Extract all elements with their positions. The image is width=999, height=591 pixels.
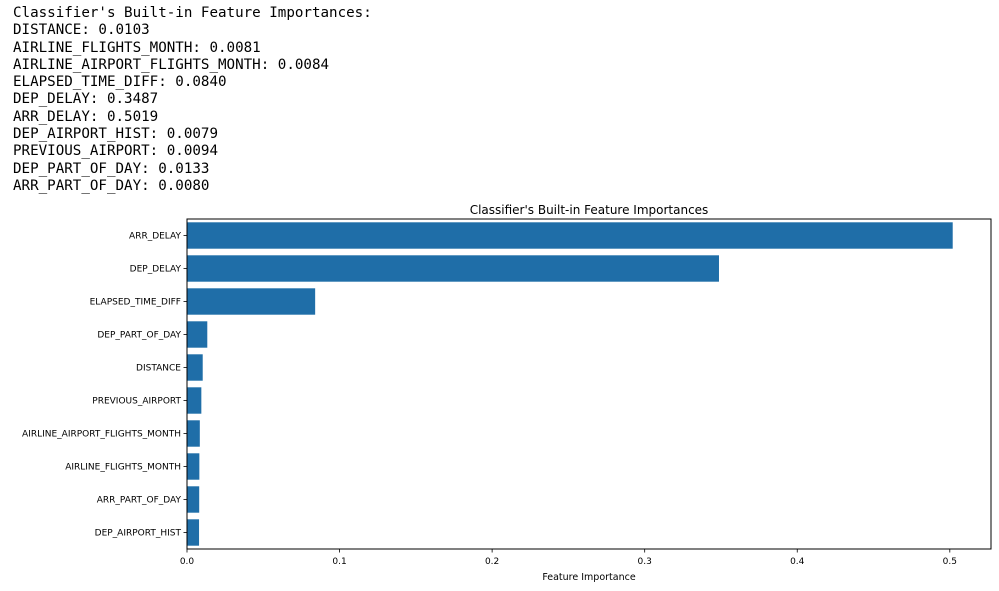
bar xyxy=(187,420,200,447)
console-output: Classifier's Built-in Feature Importance… xyxy=(13,5,372,195)
console-line: ELAPSED_TIME_DIFF: 0.0840 xyxy=(13,74,227,91)
console-line: DISTANCE: 0.0103 xyxy=(13,22,150,39)
y-tick-label: DISTANCE xyxy=(136,364,181,374)
console-line: ARR_DELAY: 0.5019 xyxy=(13,108,159,125)
console-line: AIRLINE_AIRPORT_FLIGHTS_MONTH: 0.0084 xyxy=(13,56,330,73)
y-tick-label: AIRLINE_FLIGHTS_MONTH xyxy=(65,463,181,473)
x-tick-label: 0.3 xyxy=(638,557,652,567)
x-tick-label: 0.5 xyxy=(943,557,957,567)
y-axis: ARR_DELAY DEP_DELAY ELAPSED_TIME_DIFF DEP_P… xyxy=(22,232,187,539)
bars-group xyxy=(187,222,953,546)
bar xyxy=(187,453,200,480)
console-heading: Classifier's Built-in Feature Importance… xyxy=(13,5,372,21)
plot-frame xyxy=(186,218,992,550)
x-tick-label: 0.0 xyxy=(180,557,195,567)
x-axis: 0.0 0.1 0.2 0.3 0.4 0.5 xyxy=(180,549,957,567)
bar xyxy=(187,354,203,381)
console-line: PREVIOUS_AIRPORT: 0.0094 xyxy=(13,143,218,160)
bar xyxy=(187,321,208,348)
bar xyxy=(187,255,719,282)
y-tick-label: ARR_DELAY xyxy=(129,232,181,242)
y-tick-label: ARR_PART_OF_DAY xyxy=(97,496,182,506)
y-tick-label: DEP_AIRPORT_HIST xyxy=(95,529,182,539)
x-axis-label: Feature Importance xyxy=(542,572,636,583)
bar xyxy=(187,387,202,414)
bar xyxy=(187,222,953,249)
console-line: ARR_PART_OF_DAY: 0.0080 xyxy=(13,177,210,194)
chart-title: Classifier's Built-in Feature Importance… xyxy=(470,203,709,217)
y-tick-label: DEP_DELAY xyxy=(130,265,182,275)
y-tick-label: DEP_PART_OF_DAY xyxy=(97,331,181,341)
y-tick-label: ELAPSED_TIME_DIFF xyxy=(90,298,181,308)
console-line: DEP_AIRPORT_HIST: 0.0079 xyxy=(13,126,218,143)
x-tick-label: 0.2 xyxy=(485,557,499,567)
x-tick-label: 0.4 xyxy=(790,557,805,567)
console-line: AIRLINE_FLIGHTS_MONTH: 0.0081 xyxy=(13,39,261,56)
console-line: DEP_DELAY: 0.3487 xyxy=(13,91,159,108)
console-line: DEP_PART_OF_DAY: 0.0133 xyxy=(13,160,210,177)
y-tick-label: PREVIOUS_AIRPORT xyxy=(92,397,181,407)
y-tick-label: AIRLINE_AIRPORT_FLIGHTS_MONTH xyxy=(22,430,181,440)
bar xyxy=(187,519,200,546)
x-tick-label: 0.1 xyxy=(332,557,346,567)
bar xyxy=(187,486,200,513)
bar xyxy=(187,288,316,315)
